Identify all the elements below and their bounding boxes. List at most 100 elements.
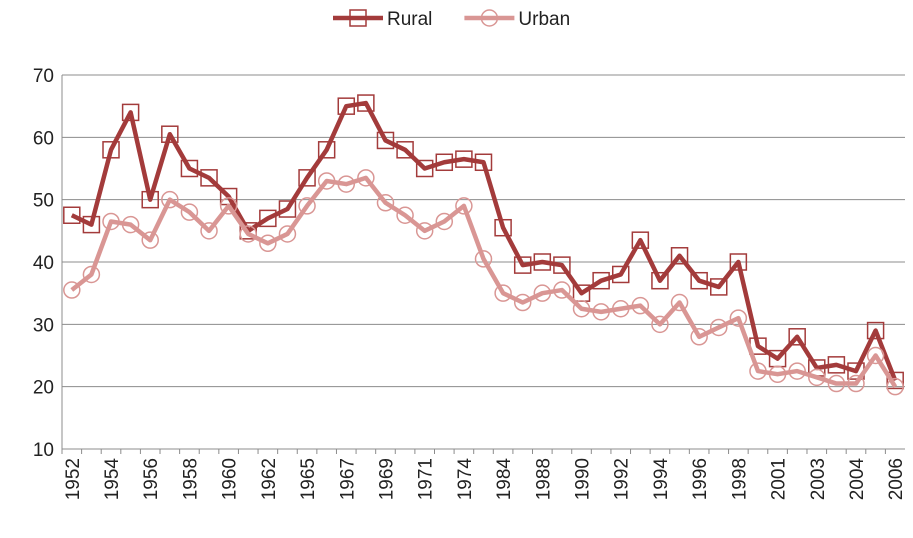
point-marker xyxy=(180,203,199,221)
point-marker xyxy=(161,125,179,143)
point-marker xyxy=(82,215,101,234)
point-marker xyxy=(670,293,689,312)
point-marker xyxy=(513,293,532,312)
legend-label: Rural xyxy=(387,9,432,30)
y-tick-label: 30 xyxy=(33,315,54,336)
point-marker xyxy=(690,271,708,290)
legend-marker xyxy=(349,9,367,27)
point-marker xyxy=(474,250,493,268)
point-marker xyxy=(808,368,826,387)
point-marker xyxy=(298,169,316,187)
x-tick-label: 1956 xyxy=(141,458,162,500)
point-marker xyxy=(768,365,787,383)
series-line xyxy=(70,175,898,388)
point-marker xyxy=(827,356,846,374)
legend-item: Urban xyxy=(464,9,570,30)
point-marker xyxy=(435,212,454,231)
point-marker xyxy=(317,172,336,190)
point-marker xyxy=(239,225,257,243)
point-marker xyxy=(455,197,473,215)
point-marker xyxy=(788,362,806,380)
point-marker xyxy=(121,103,140,122)
point-marker xyxy=(415,222,434,240)
x-tick-label: 1992 xyxy=(612,458,633,500)
point-marker xyxy=(200,169,218,187)
point-marker xyxy=(180,159,199,178)
point-marker xyxy=(494,284,512,302)
point-marker xyxy=(729,309,748,327)
x-tick-label: 1958 xyxy=(180,458,201,500)
x-tick-label: 1967 xyxy=(337,458,358,500)
point-marker xyxy=(396,141,414,159)
point-marker xyxy=(396,206,414,224)
point-marker xyxy=(710,278,728,296)
point-marker xyxy=(572,300,591,318)
point-marker xyxy=(611,265,630,284)
point-marker xyxy=(847,374,865,393)
legend-marker xyxy=(480,9,499,27)
point-marker xyxy=(866,346,885,365)
y-tick-label: 10 xyxy=(33,440,54,461)
x-tick-label: 1996 xyxy=(690,458,711,500)
point-marker xyxy=(82,265,101,284)
x-tick-label: 1984 xyxy=(494,458,515,501)
point-marker xyxy=(102,141,120,159)
x-tick-label: 1954 xyxy=(102,458,123,501)
point-marker xyxy=(317,141,336,159)
x-tick-label: 2006 xyxy=(886,458,907,500)
legend-item: Rural xyxy=(333,9,432,30)
x-tick-label: 1969 xyxy=(376,458,397,500)
point-marker xyxy=(141,231,159,249)
point-marker xyxy=(513,256,532,274)
x-tick-label: 1965 xyxy=(298,458,319,500)
point-marker xyxy=(710,318,728,337)
x-tick-label: 1994 xyxy=(651,458,672,501)
x-tick-label: 1962 xyxy=(259,458,280,500)
point-marker xyxy=(259,209,277,228)
point-marker xyxy=(553,256,571,274)
point-marker xyxy=(357,94,375,112)
point-marker xyxy=(141,190,159,209)
x-tick-label: 2003 xyxy=(808,458,829,500)
point-marker xyxy=(219,197,238,215)
point-marker xyxy=(866,321,885,340)
point-marker xyxy=(63,281,81,299)
point-marker xyxy=(631,231,650,249)
point-marker xyxy=(592,303,610,321)
x-tick-label: 2004 xyxy=(847,458,868,501)
x-tick-label: 1952 xyxy=(63,458,84,500)
point-marker xyxy=(827,374,846,393)
x-tick-label: 1988 xyxy=(533,458,554,500)
point-marker xyxy=(63,206,81,224)
point-marker xyxy=(533,284,552,302)
point-marker xyxy=(435,153,454,172)
x-tick-label: 1960 xyxy=(220,458,241,500)
point-marker xyxy=(121,215,140,234)
legend-label: Urban xyxy=(518,9,570,30)
point-marker xyxy=(533,253,552,271)
point-marker xyxy=(415,159,434,178)
y-tick-label: 50 xyxy=(33,191,54,212)
x-tick-label: 1990 xyxy=(573,458,594,500)
point-marker xyxy=(474,153,493,172)
x-tick-label: 1974 xyxy=(455,458,476,501)
point-marker xyxy=(337,97,356,115)
point-marker xyxy=(651,315,669,334)
point-marker xyxy=(886,371,904,390)
point-marker xyxy=(278,200,297,218)
x-tick-label: 2001 xyxy=(769,458,790,500)
point-marker xyxy=(494,218,512,237)
point-marker xyxy=(729,253,748,271)
point-marker xyxy=(886,377,904,396)
y-tick-label: 40 xyxy=(33,253,54,274)
x-tick-label: 1971 xyxy=(416,458,437,500)
point-marker xyxy=(592,271,610,290)
point-marker xyxy=(298,197,316,215)
point-marker xyxy=(651,271,669,290)
series-line xyxy=(70,100,898,382)
point-marker xyxy=(455,150,473,168)
point-marker xyxy=(631,296,650,315)
point-marker xyxy=(337,175,356,193)
point-marker xyxy=(611,300,630,318)
